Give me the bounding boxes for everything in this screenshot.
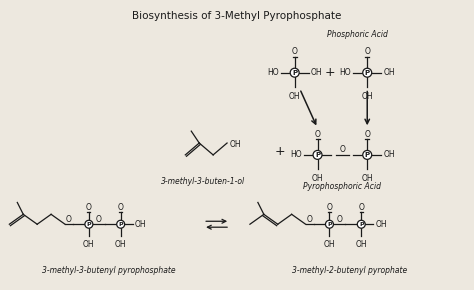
Text: O: O (337, 215, 342, 224)
Text: HO: HO (340, 68, 351, 77)
Text: HO: HO (267, 68, 279, 77)
Circle shape (363, 68, 372, 77)
Text: OH: OH (83, 240, 95, 249)
Text: OH: OH (356, 240, 367, 249)
Text: O: O (66, 215, 72, 224)
Text: HO: HO (290, 151, 301, 160)
Text: O: O (365, 47, 370, 56)
Text: Pyrophosphoric Acid: Pyrophosphoric Acid (303, 182, 382, 191)
Text: P: P (315, 152, 320, 158)
Text: O: O (365, 130, 370, 139)
Text: 3-methyl-3-buten-1-ol: 3-methyl-3-buten-1-ol (161, 177, 245, 186)
Circle shape (357, 220, 365, 228)
Text: P: P (292, 70, 297, 76)
Text: Phosphoric Acid: Phosphoric Acid (327, 30, 388, 39)
Text: OH: OH (289, 92, 301, 101)
Text: OH: OH (324, 240, 335, 249)
Text: P: P (359, 222, 364, 227)
Text: OH: OH (383, 151, 395, 160)
Text: O: O (327, 203, 332, 212)
Circle shape (85, 220, 93, 228)
Text: O: O (292, 47, 298, 56)
Text: O: O (315, 130, 320, 139)
Text: 3-methyl-3-butenyl pyrophosphate: 3-methyl-3-butenyl pyrophosphate (42, 266, 175, 275)
Circle shape (313, 151, 322, 160)
Text: 3-methyl-2-butenyl pyrophate: 3-methyl-2-butenyl pyrophate (292, 266, 407, 275)
Text: +: + (324, 66, 335, 79)
Text: O: O (339, 146, 346, 155)
Circle shape (290, 68, 299, 77)
Text: P: P (87, 222, 91, 227)
Text: OH: OH (310, 68, 322, 77)
Text: O: O (307, 215, 312, 224)
Text: OH: OH (115, 240, 127, 249)
Text: OH: OH (375, 220, 387, 229)
Text: Biosynthesis of 3-Methyl Pyrophosphate: Biosynthesis of 3-Methyl Pyrophosphate (132, 11, 342, 21)
Text: P: P (327, 222, 332, 227)
Text: P: P (365, 70, 370, 76)
Text: OH: OH (135, 220, 146, 229)
Text: OH: OH (361, 92, 373, 101)
Text: +: + (274, 145, 285, 158)
Text: O: O (358, 203, 364, 212)
Text: O: O (86, 203, 92, 212)
Text: O: O (118, 203, 124, 212)
Circle shape (363, 151, 372, 160)
Text: OH: OH (230, 139, 242, 148)
Text: OH: OH (361, 174, 373, 183)
Text: P: P (365, 152, 370, 158)
Text: P: P (118, 222, 123, 227)
Text: O: O (96, 215, 102, 224)
Circle shape (326, 220, 333, 228)
Text: OH: OH (383, 68, 395, 77)
Circle shape (117, 220, 125, 228)
Text: OH: OH (312, 174, 323, 183)
